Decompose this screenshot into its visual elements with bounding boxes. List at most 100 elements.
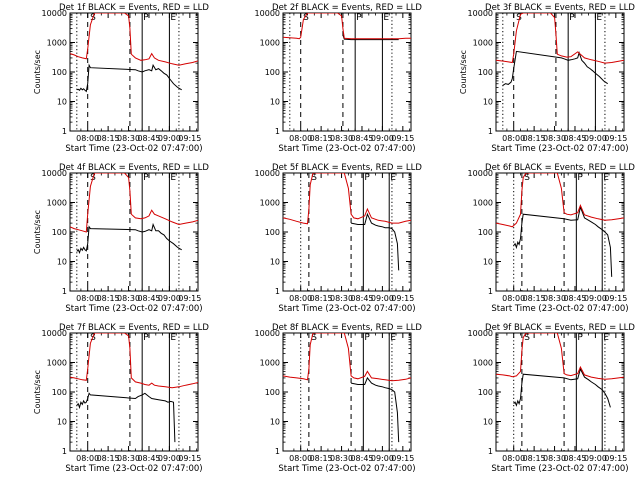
x-axis-label: Start Time (23-Oct-02 07:47:00) bbox=[65, 304, 202, 314]
plot-frame bbox=[282, 332, 412, 452]
x-tick-label: 08:00 bbox=[76, 294, 99, 303]
x-axis-label: Start Time (23-Oct-02 07:47:00) bbox=[278, 304, 415, 314]
y-axis-label: Counts/sec bbox=[33, 210, 42, 254]
plot-frame bbox=[495, 332, 625, 452]
y-tick-label: 1000 bbox=[260, 199, 280, 208]
x-tick-label: 08:45 bbox=[563, 134, 586, 143]
x-tick-label: 08:00 bbox=[289, 294, 312, 303]
detector-panel-6: Det 6f BLACK = Events, RED = LLD 1 10 100 10… bbox=[468, 163, 636, 314]
y-tick-label: 100 bbox=[478, 228, 493, 237]
x-tick-label: 09:15 bbox=[178, 454, 201, 463]
series-group bbox=[496, 173, 624, 277]
x-tick-label: 08:30 bbox=[543, 134, 566, 143]
y-tick-label: 1000 bbox=[260, 39, 280, 48]
panel-title: Det 5f BLACK = Events, RED = LLD bbox=[272, 163, 422, 173]
y-tick-label: 1 bbox=[62, 127, 67, 136]
x-tick-label: 09:00 bbox=[371, 454, 394, 463]
detector-panel-3: Det 3f BLACK = Events, RED = LLD 1 10 100 10… bbox=[459, 3, 635, 154]
detector-panel-1: Det 1f BLACK = Events, RED = LLD 1 10 100 10… bbox=[33, 3, 209, 154]
x-tick-label: 08:15 bbox=[310, 294, 333, 303]
interval-marker: S bbox=[311, 333, 317, 343]
series-group bbox=[70, 13, 198, 93]
y-tick-label: 1000 bbox=[473, 39, 493, 48]
events-series-line bbox=[513, 205, 613, 277]
interval-marker: E bbox=[603, 333, 609, 343]
interval-marker: E bbox=[170, 333, 176, 343]
plot-frame bbox=[282, 172, 412, 292]
y-tick-label: 100 bbox=[478, 388, 493, 397]
series-group bbox=[70, 333, 198, 443]
y-tick-label: 10000 bbox=[42, 169, 67, 178]
x-tick-label: 09:00 bbox=[158, 294, 181, 303]
x-axis-label: Start Time (23-Oct-02 07:47:00) bbox=[65, 464, 202, 474]
x-tick-label: 09:15 bbox=[178, 134, 201, 143]
interval-marker: E bbox=[390, 173, 396, 183]
x-tick-label: 08:15 bbox=[97, 454, 120, 463]
y-tick-label: 10 bbox=[483, 418, 493, 427]
x-tick-label: 08:00 bbox=[289, 454, 312, 463]
events-series-line bbox=[76, 392, 176, 443]
x-axis-label: Start Time (23-Oct-02 07:47:00) bbox=[491, 304, 628, 314]
x-tick-label: 09:00 bbox=[371, 294, 394, 303]
interval-marker: P bbox=[569, 13, 575, 23]
interval-marker: S bbox=[524, 333, 530, 343]
series-group bbox=[283, 173, 411, 271]
x-tick-label: 09:15 bbox=[391, 294, 414, 303]
x-tick-label: 09:15 bbox=[604, 134, 627, 143]
x-tick-label: 08:30 bbox=[330, 454, 353, 463]
x-axis-label: Start Time (23-Oct-02 07:47:00) bbox=[278, 144, 415, 154]
x-tick-label: 09:15 bbox=[391, 454, 414, 463]
interval-marker: E bbox=[170, 173, 176, 183]
detector-panel-5: Det 5f BLACK = Events, RED = LLD 1 10 100 10… bbox=[255, 163, 423, 314]
y-tick-label: 1 bbox=[62, 287, 67, 296]
series-group bbox=[70, 173, 198, 254]
interval-marker: P bbox=[143, 333, 149, 343]
panel-title: Det 6f BLACK = Events, RED = LLD bbox=[485, 163, 635, 173]
lld-series-line bbox=[70, 173, 198, 233]
interval-marker: E bbox=[383, 13, 389, 23]
y-tick-label: 10 bbox=[483, 258, 493, 267]
events-series-line bbox=[350, 376, 400, 443]
panel-title: Det 8f BLACK = Events, RED = LLD bbox=[272, 323, 422, 333]
lld-series-line bbox=[283, 173, 411, 225]
x-tick-label: 08:30 bbox=[543, 454, 566, 463]
lld-series-line bbox=[496, 333, 624, 380]
y-tick-label: 1 bbox=[488, 127, 493, 136]
x-tick-label: 08:15 bbox=[97, 134, 120, 143]
panel-title: Det 7f BLACK = Events, RED = LLD bbox=[59, 323, 209, 333]
interval-marker: S bbox=[516, 13, 522, 23]
x-tick-label: 09:00 bbox=[584, 294, 607, 303]
panel-title: Det 2f BLACK = Events, RED = LLD bbox=[272, 3, 422, 13]
series-group bbox=[496, 333, 624, 408]
y-tick-label: 1000 bbox=[473, 359, 493, 368]
events-series-line bbox=[76, 222, 182, 254]
x-axis-label: Start Time (23-Oct-02 07:47:00) bbox=[491, 464, 628, 474]
interval-marker: P bbox=[364, 173, 370, 183]
y-axis-label: Counts/sec bbox=[33, 370, 42, 414]
detector-panel-2: Det 2f BLACK = Events, RED = LLD 1 10 100 10… bbox=[255, 3, 423, 154]
x-tick-label: 08:15 bbox=[523, 134, 546, 143]
x-tick-label: 08:45 bbox=[137, 454, 160, 463]
lld-series-line bbox=[496, 173, 624, 228]
y-tick-label: 1 bbox=[62, 447, 67, 456]
x-tick-label: 08:00 bbox=[502, 454, 525, 463]
y-tick-label: 10 bbox=[270, 98, 280, 107]
y-axis-label: Counts/sec bbox=[459, 50, 468, 94]
x-tick-label: 08:45 bbox=[137, 134, 160, 143]
events-series-line bbox=[502, 50, 608, 86]
y-tick-label: 10000 bbox=[42, 9, 67, 18]
y-tick-label: 1 bbox=[488, 287, 493, 296]
x-tick-label: 08:00 bbox=[76, 134, 99, 143]
detector-panel-9: Det 9f BLACK = Events, RED = LLD 1 10 100 10… bbox=[468, 323, 636, 474]
detector-panel-8: Det 8f BLACK = Events, RED = LLD 1 10 100 10… bbox=[255, 323, 423, 474]
x-tick-label: 08:45 bbox=[350, 134, 373, 143]
x-tick-label: 08:45 bbox=[563, 294, 586, 303]
lld-series-line bbox=[283, 13, 411, 40]
interval-marker: P bbox=[143, 173, 149, 183]
x-tick-label: 09:00 bbox=[584, 454, 607, 463]
x-tick-label: 08:15 bbox=[523, 454, 546, 463]
plot-frame bbox=[69, 12, 199, 132]
x-tick-label: 08:15 bbox=[310, 454, 333, 463]
x-tick-label: 08:30 bbox=[117, 294, 140, 303]
